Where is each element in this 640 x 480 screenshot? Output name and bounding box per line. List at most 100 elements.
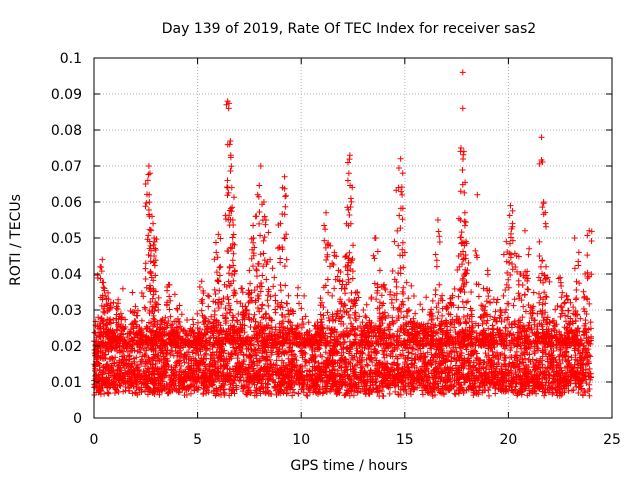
data-point — [155, 380, 162, 387]
data-point — [565, 373, 572, 380]
data-point — [559, 351, 566, 358]
data-point — [217, 263, 224, 270]
data-point — [567, 377, 574, 384]
data-point — [306, 376, 313, 383]
data-point — [151, 262, 158, 269]
data-point — [521, 383, 528, 390]
data-point — [389, 353, 396, 360]
data-point — [570, 386, 577, 393]
data-point — [266, 375, 273, 382]
data-point — [213, 249, 220, 256]
data-point — [248, 357, 255, 364]
data-point — [263, 349, 270, 356]
data-point — [586, 365, 593, 372]
data-point — [260, 250, 267, 257]
data-point — [388, 364, 395, 371]
data-point — [448, 357, 455, 364]
data-point — [559, 389, 566, 396]
data-point — [462, 379, 469, 386]
data-point — [269, 265, 276, 272]
data-point — [256, 208, 263, 215]
data-point — [433, 346, 440, 353]
data-point — [234, 360, 241, 367]
data-point — [201, 351, 208, 358]
data-point — [246, 361, 253, 368]
data-point — [247, 352, 254, 359]
data-point — [569, 364, 576, 371]
data-point — [354, 347, 361, 354]
data-point — [482, 350, 489, 357]
data-point — [579, 376, 586, 383]
data-point — [119, 353, 126, 360]
data-point — [116, 359, 123, 366]
data-point — [341, 392, 348, 399]
data-point — [245, 345, 252, 352]
data-point — [310, 389, 317, 396]
data-point — [245, 387, 252, 394]
data-point — [421, 360, 428, 367]
data-point — [101, 285, 108, 292]
data-point — [260, 375, 267, 382]
data-point — [313, 364, 320, 371]
data-point — [319, 383, 326, 390]
data-point — [332, 387, 339, 394]
data-point — [99, 384, 106, 391]
data-point — [363, 382, 370, 389]
data-point — [372, 362, 379, 369]
data-point — [204, 292, 211, 299]
data-point — [226, 263, 233, 270]
data-point — [131, 371, 138, 378]
data-point — [217, 362, 224, 369]
data-point — [452, 391, 459, 398]
data-point — [455, 379, 462, 386]
data-point — [323, 257, 330, 264]
data-point — [550, 354, 557, 361]
data-point — [273, 357, 280, 364]
data-point — [556, 377, 563, 384]
data-point — [345, 361, 352, 368]
data-point — [128, 376, 135, 383]
data-point — [350, 372, 357, 379]
data-point — [231, 377, 238, 384]
data-point — [282, 348, 289, 355]
data-point — [361, 369, 368, 376]
data-point — [110, 376, 117, 383]
data-point — [211, 379, 218, 386]
data-point — [272, 292, 279, 299]
data-point — [285, 292, 292, 299]
data-point — [97, 275, 104, 282]
data-point — [408, 385, 415, 392]
data-point — [229, 344, 236, 351]
data-point — [218, 353, 225, 360]
data-point — [151, 353, 158, 360]
data-point — [99, 256, 106, 263]
data-point — [359, 363, 366, 370]
data-point — [584, 352, 591, 359]
data-point — [283, 192, 290, 199]
data-point — [254, 362, 261, 369]
data-point — [572, 352, 579, 359]
data-point — [102, 368, 109, 375]
data-point — [254, 304, 261, 311]
data-point — [239, 388, 246, 395]
data-point — [136, 372, 143, 379]
data-point — [428, 362, 435, 369]
data-point — [282, 378, 289, 385]
data-point — [164, 358, 171, 365]
data-point — [134, 362, 141, 369]
data-point — [410, 315, 417, 322]
data-point — [253, 266, 260, 273]
data-point — [233, 369, 240, 376]
data-point — [133, 354, 140, 361]
data-point — [276, 334, 283, 341]
data-point — [322, 364, 329, 371]
data-point — [368, 375, 375, 382]
data-point — [578, 385, 585, 392]
data-point — [494, 349, 501, 356]
data-point — [143, 200, 150, 207]
data-point — [516, 375, 523, 382]
data-point — [447, 364, 454, 371]
data-point — [451, 355, 458, 362]
data-point — [152, 360, 159, 367]
data-point — [420, 382, 427, 389]
